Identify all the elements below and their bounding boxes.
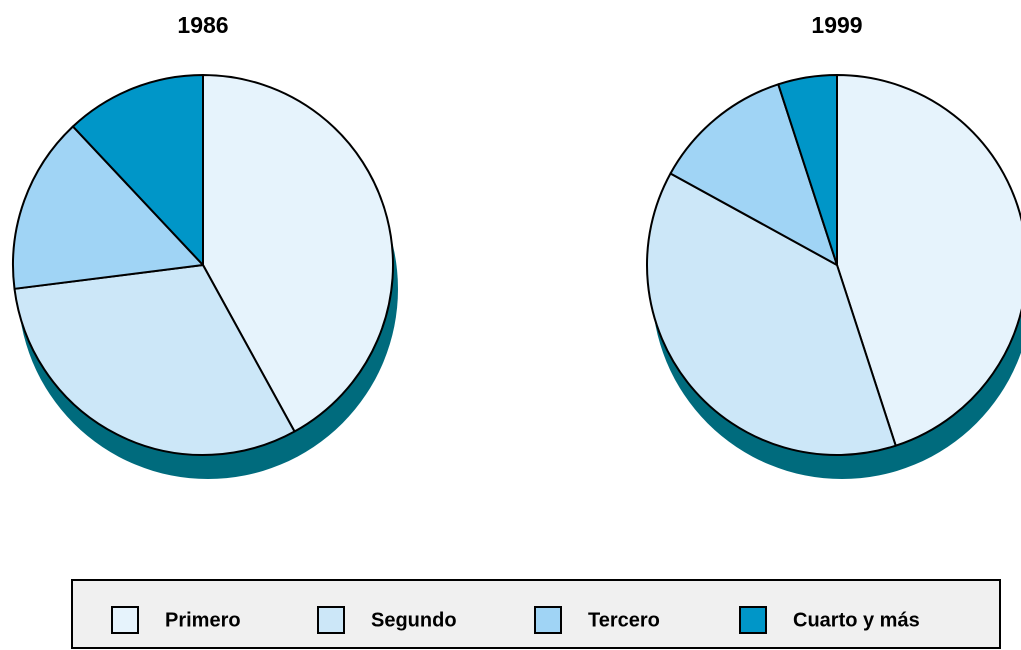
pie-slice [777, 74, 838, 266]
pie-slice [13, 264, 296, 456]
legend-label: Primero [165, 609, 241, 631]
chart-title: 1999 [811, 12, 862, 38]
legend-swatch [317, 606, 345, 634]
pie-slice [669, 83, 838, 266]
chart-title: 1986 [177, 12, 228, 38]
legend-swatch [111, 606, 139, 634]
pie-slice [71, 74, 204, 266]
legend-swatch [739, 606, 767, 634]
legend-label: Tercero [588, 609, 660, 631]
pie-slice [646, 172, 897, 456]
legend-label: Segundo [371, 609, 457, 631]
legend-swatch [534, 606, 562, 634]
pie-slice [836, 74, 1021, 447]
legend-label: Cuarto y más [793, 609, 920, 631]
pie-slice [202, 74, 394, 433]
pie-slice [12, 125, 204, 290]
